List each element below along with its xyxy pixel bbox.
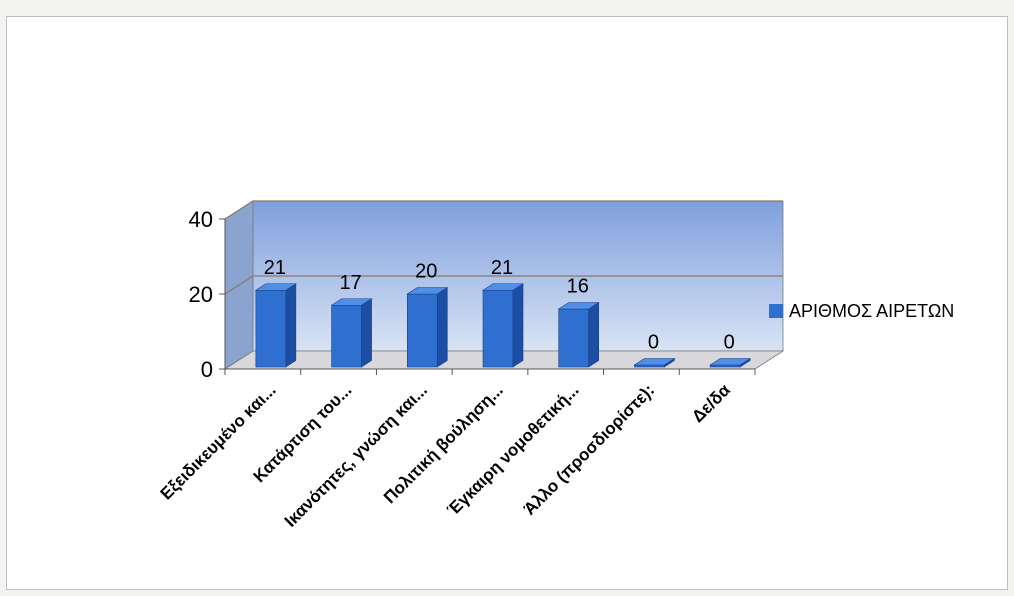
bar-front [558, 308, 590, 368]
axis [219, 218, 756, 375]
legend-label: ΑΡΙΘΜΟΣ ΑΙΡΕΤΩΝ [789, 301, 954, 321]
x-tick-labels: Εξειδικευμένο και...Κατάρτιση του...Ικαν… [157, 380, 735, 531]
bar-top [557, 302, 600, 310]
data-label: 21 [491, 257, 513, 279]
x-tick-label: Δε/δα [688, 380, 734, 426]
y-tick-label: 40 [189, 207, 213, 232]
y-tick-labels: 0 20 40 [189, 207, 213, 382]
data-label: 20 [415, 261, 437, 283]
bars [254, 283, 752, 368]
bar-top [254, 283, 297, 291]
bar-top [481, 283, 525, 291]
bar [330, 298, 373, 368]
bar-top [709, 358, 752, 366]
data-label: 0 [648, 332, 659, 354]
gridline [224, 200, 783, 220]
y-tick-label: 0 [201, 357, 213, 382]
data-label: 17 [339, 272, 361, 294]
legend-swatch [769, 304, 783, 318]
x-tick-label: Ικανότητες, γνώση και... [281, 380, 431, 530]
bar-side [285, 283, 297, 368]
x-tick-label: Άλλο (προσδιορίστε): [520, 380, 658, 518]
bar-side [512, 283, 524, 368]
bar [481, 283, 525, 368]
bar-side [361, 298, 372, 368]
bar-front [331, 304, 362, 368]
data-label: 0 [724, 332, 735, 354]
bar-top [633, 358, 676, 366]
gridlines [224, 200, 783, 295]
legend: ΑΡΙΘΜΟΣ ΑΙΡΕΤΩΝ [769, 301, 954, 321]
bar [557, 301, 600, 368]
x-tick-label: Έγκαιρη νομοθετική... [443, 380, 582, 519]
bar [633, 357, 676, 368]
bar [709, 357, 752, 368]
gridline [224, 275, 783, 295]
bar-side [436, 286, 448, 368]
bar-top [406, 287, 449, 295]
bar [406, 286, 449, 368]
bar-chart: 0 20 40 Εξειδικευμένο και...Κατάρτιση του.… [157, 200, 954, 531]
bar-front [406, 293, 438, 368]
data-labels: 21 17 20 21 16 0 0 [264, 257, 735, 354]
bar-front [482, 289, 514, 368]
bar [254, 283, 297, 368]
bar-front [255, 289, 287, 368]
bar-side [588, 301, 600, 368]
y-tick-label: 20 [189, 282, 213, 307]
bar-top [330, 298, 373, 306]
chart-frame: 0 20 40 Εξειδικευμένο και... Κατάρτιση του.… [6, 16, 1008, 590]
data-label: 16 [567, 276, 589, 298]
data-label: 21 [264, 257, 286, 279]
